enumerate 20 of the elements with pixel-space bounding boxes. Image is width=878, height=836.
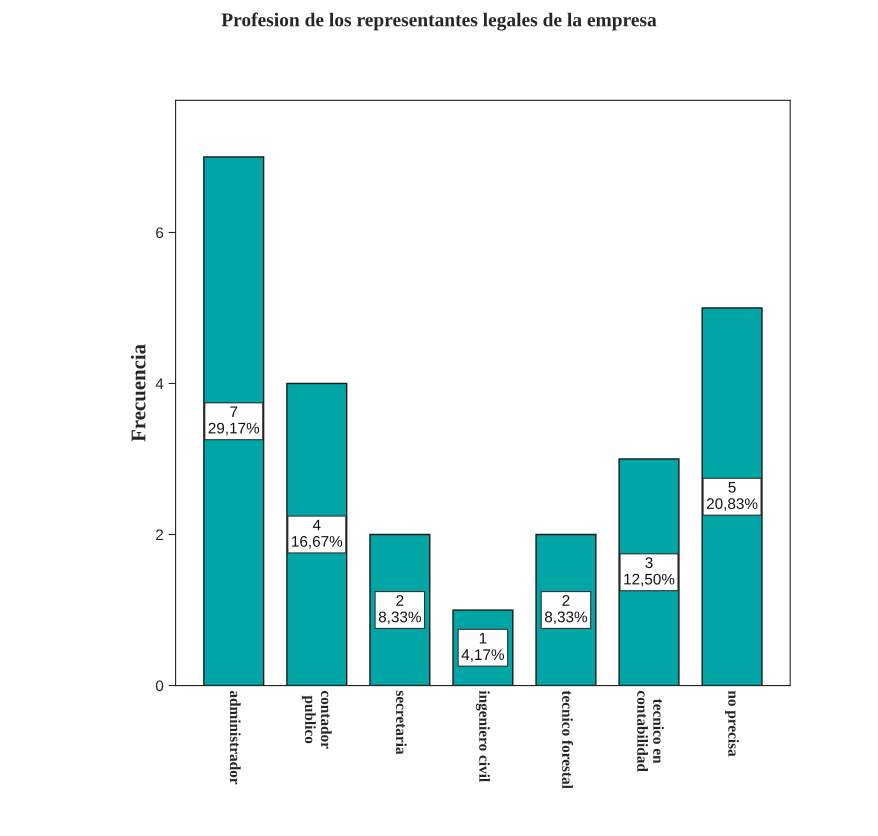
x-tick-label: secretaria <box>396 690 407 754</box>
data-label: 3 12,50% <box>624 557 674 586</box>
y-tick-label: 0 <box>156 680 164 692</box>
y-tick-label: 2 <box>156 529 164 540</box>
data-label: 2 8,33% <box>544 595 588 624</box>
x-tick-label: contador publico <box>302 690 332 749</box>
y-tick-label: 6 <box>156 227 164 238</box>
x-tick-label: ingeniero civil <box>476 690 490 782</box>
y-axis-title: Frecuencia <box>130 344 146 442</box>
x-tick-label: tecnico en contabilidad <box>637 690 664 772</box>
data-label: 2 8,33% <box>378 595 421 624</box>
x-tick-label: tecnico forestal <box>562 690 574 789</box>
x-tick-label: administrador <box>230 690 241 784</box>
chart-title: Profesion de los representantes legales de la empresa <box>222 12 656 31</box>
data-label: 5 20,83% <box>706 482 758 511</box>
data-label: 4 16,67% <box>292 520 342 549</box>
data-label: 1 4,17% <box>462 632 504 662</box>
x-tick-label: no precisa <box>725 690 739 757</box>
y-tick-label: 4 <box>156 378 164 390</box>
data-label: 7 29,17% <box>208 406 260 436</box>
